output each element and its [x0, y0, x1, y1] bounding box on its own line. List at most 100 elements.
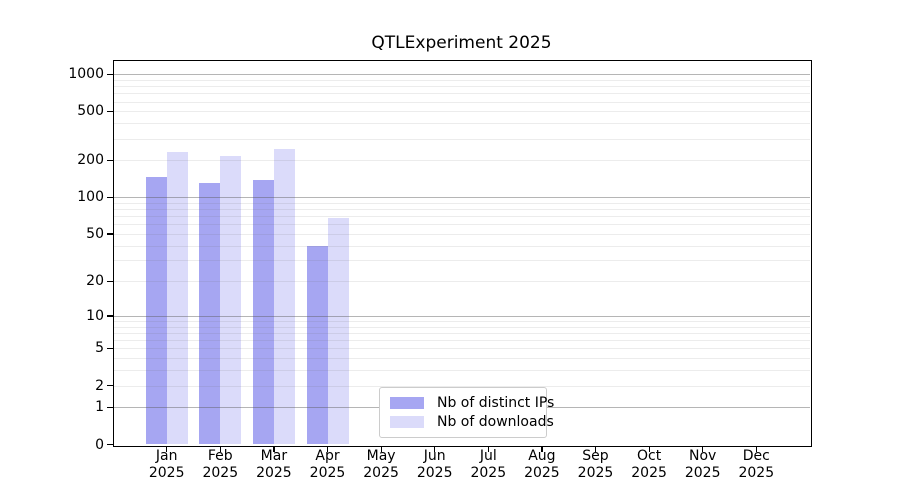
x-axis-tick-label: Aug 2025 [512, 448, 572, 482]
chart-title: QTLExperiment 2025 [371, 33, 552, 53]
x-tick-month: Feb [207, 448, 233, 464]
x-axis-tick [219, 445, 221, 452]
x-axis-tick-label: Apr 2025 [298, 448, 358, 482]
y-gridline-minor [113, 202, 810, 204]
x-tick-year: 2025 [363, 465, 399, 481]
x-axis-tick-label: Jun 2025 [405, 448, 465, 482]
y-axis-tick-label: 100 [77, 189, 104, 206]
x-tick-month: Oct [636, 448, 662, 464]
x-tick-year: 2025 [202, 465, 239, 481]
y-axis-tick-label: 1 [95, 399, 104, 416]
y-axis-tick [107, 73, 113, 75]
legend-label-downloads: Nb of downloads [437, 413, 554, 430]
x-axis-tick [755, 445, 757, 452]
y-axis-tick [107, 406, 113, 409]
y-axis-tick-label: 50 [86, 225, 104, 242]
y-gridline-minor [113, 86, 810, 88]
x-tick-month: Aug [528, 448, 556, 464]
x-axis-tick-label: Feb 2025 [190, 448, 250, 482]
x-tick-year: 2025 [524, 465, 560, 481]
y-gridline-minor [113, 260, 810, 262]
y-axis-tick [107, 385, 113, 387]
y-axis-tick [107, 315, 113, 317]
y-gridline-minor [113, 101, 810, 103]
y-gridline-minor [113, 321, 810, 323]
y-gridline-major [113, 74, 810, 76]
y-gridline-minor [113, 123, 810, 125]
x-axis-tick [166, 445, 168, 452]
y-axis-tick [107, 110, 113, 113]
bar-downloads-jan [166, 151, 188, 445]
y-gridline-minor [113, 358, 810, 360]
bar-distinct-ips-jan [145, 177, 167, 445]
legend-swatch-downloads-icon [390, 415, 424, 428]
y-axis-tick [107, 233, 113, 235]
y-gridline-minor [113, 333, 810, 335]
x-tick-year: 2025 [577, 465, 614, 481]
x-tick-year: 2025 [256, 465, 292, 481]
x-tick-month: Apr [315, 448, 340, 464]
y-axis-tick [107, 443, 113, 446]
y-gridline-minor [113, 385, 810, 387]
y-axis-tick [107, 280, 113, 283]
bar-distinct-ips-apr [306, 245, 328, 445]
y-gridline-minor [113, 340, 810, 342]
y-axis-tick-label: 10 [86, 308, 104, 324]
y-axis-tick-label: 200 [77, 152, 104, 169]
x-tick-month: May [366, 448, 396, 464]
x-tick-month: Jun [423, 448, 446, 464]
x-axis-tick [273, 445, 275, 452]
y-gridline-minor [113, 224, 810, 226]
y-axis-tick [107, 159, 113, 162]
y-axis-tick-label: 0 [95, 436, 104, 453]
x-tick-year: 2025 [416, 465, 453, 481]
x-tick-year: 2025 [470, 465, 507, 481]
y-gridline-minor [113, 348, 810, 350]
x-axis-tick [434, 445, 436, 452]
x-axis-tick [380, 445, 382, 452]
x-tick-month: Nov [689, 448, 717, 464]
y-axis-tick-label: 5 [95, 340, 104, 357]
bar-downloads-feb [220, 156, 242, 445]
y-gridline-minor [113, 209, 810, 211]
x-axis-tick-label: May 2025 [351, 448, 411, 482]
y-gridline-minor [113, 245, 810, 247]
x-tick-year: 2025 [631, 465, 667, 481]
x-axis-tick-label: Nov 2025 [673, 448, 733, 482]
x-tick-year: 2025 [684, 465, 721, 481]
x-axis-tick [541, 445, 543, 452]
y-gridline-minor [113, 111, 810, 113]
x-tick-year: 2025 [738, 465, 775, 481]
y-gridline-minor [113, 79, 810, 81]
legend-swatch-distinct-ips-icon [390, 397, 424, 410]
x-axis-tick [648, 445, 650, 452]
y-gridline-minor [113, 138, 810, 140]
x-tick-month: Mar [260, 448, 288, 464]
bar-distinct-ips-mar [252, 180, 274, 445]
x-axis-tick [702, 445, 704, 452]
y-gridline-major [113, 197, 810, 199]
y-gridline-minor [113, 216, 810, 218]
y-axis-tick [107, 196, 113, 198]
y-gridline-minor [113, 281, 810, 283]
bar-distinct-ips-feb [199, 183, 221, 445]
x-tick-year: 2025 [309, 465, 346, 481]
x-tick-year: 2025 [148, 465, 185, 481]
y-axis-tick-label: 2 [95, 377, 104, 394]
x-axis-tick-label: Jul 2025 [458, 448, 518, 482]
x-axis-tick-label: Jan 2025 [137, 448, 197, 482]
x-tick-month: Jan [155, 448, 178, 464]
x-tick-month: Dec [742, 448, 770, 464]
x-axis-tick-label: Sep 2025 [566, 448, 626, 482]
y-gridline-minor [113, 370, 810, 372]
legend: Nb of distinct IPs Nb of downloads [379, 387, 554, 438]
bar-downloads-apr [327, 217, 349, 445]
bar-downloads-mar [273, 148, 295, 445]
x-tick-month: Jul [479, 448, 497, 464]
x-axis-tick [326, 445, 329, 452]
y-gridline-minor [113, 326, 810, 328]
x-axis-tick-label: Mar 2025 [244, 448, 304, 482]
y-axis-tick [107, 347, 113, 350]
x-axis-tick [487, 445, 489, 452]
